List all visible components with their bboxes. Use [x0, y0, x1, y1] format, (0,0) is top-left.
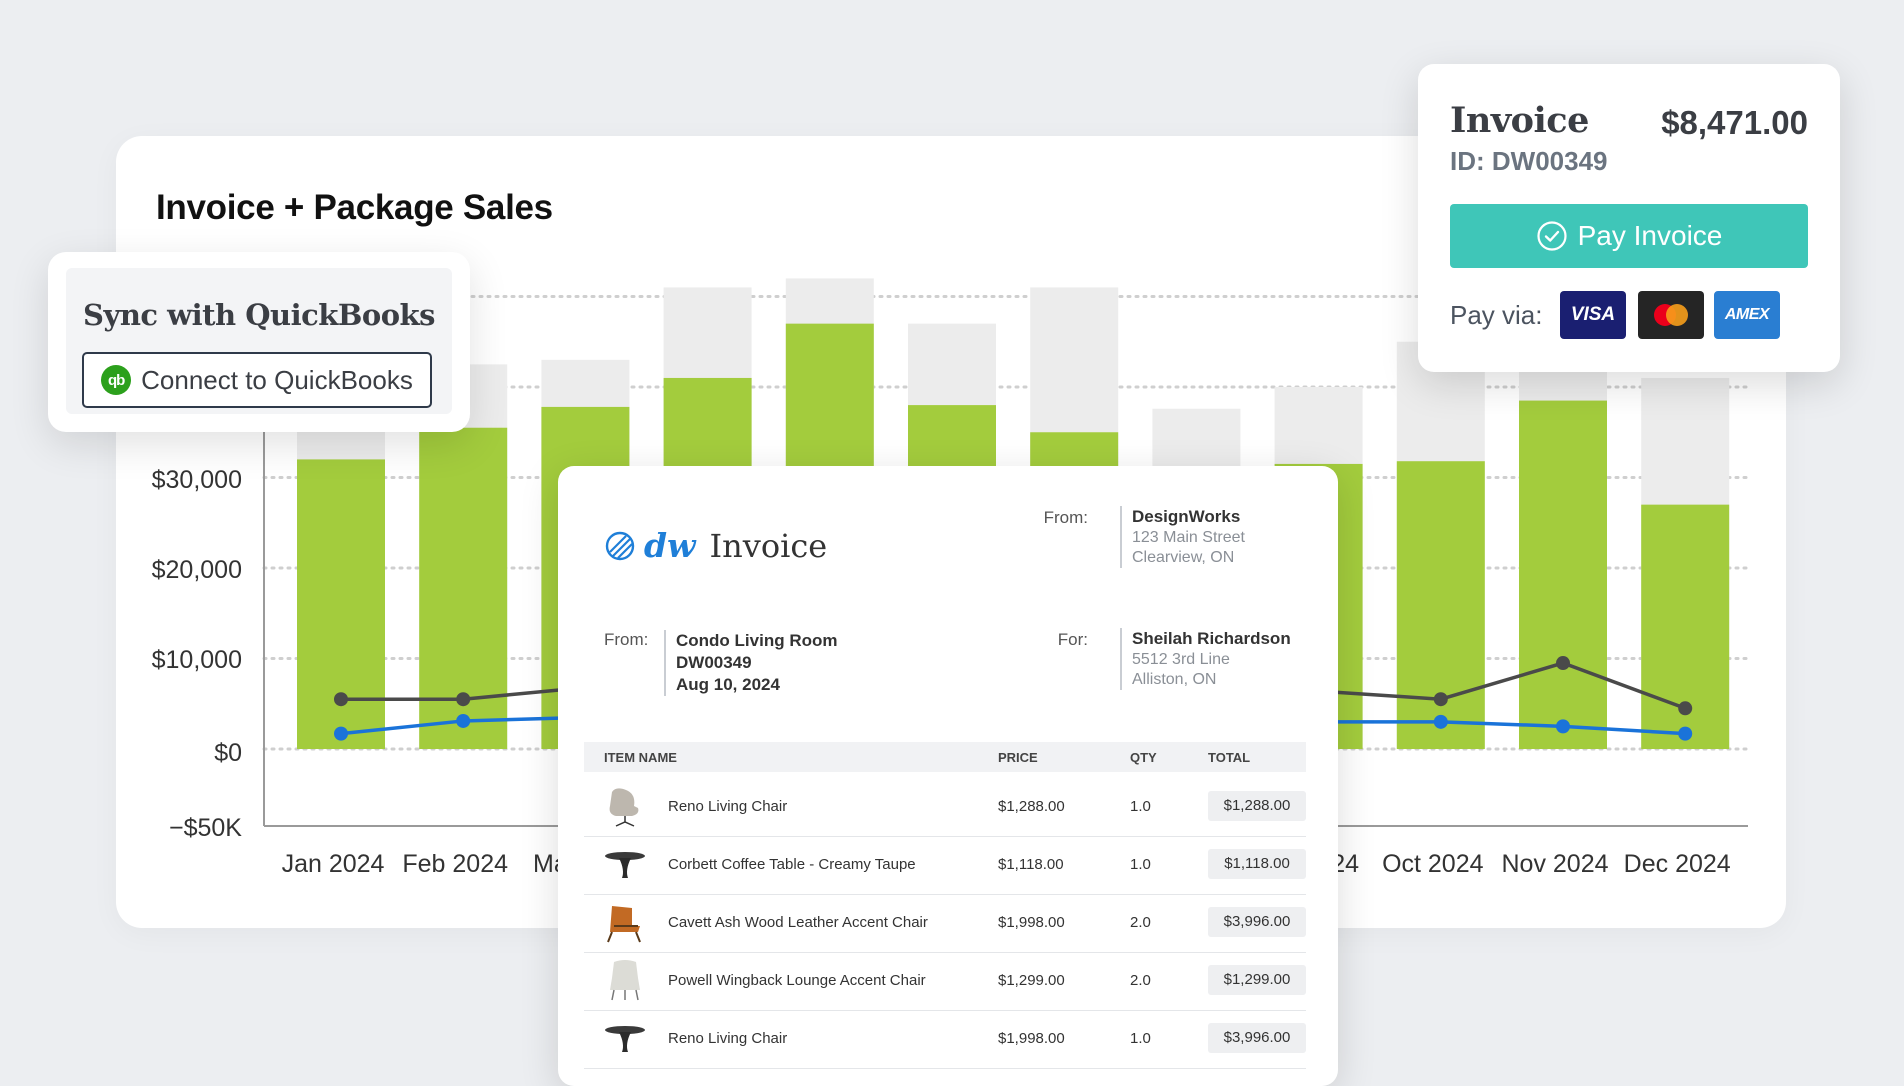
- invoice-id: ID: DW00349: [1450, 146, 1608, 176]
- item-name: Reno Living Chair: [668, 798, 788, 815]
- chart-bar-sales: [1519, 400, 1607, 749]
- quickbooks-logo-icon: qb: [101, 365, 132, 395]
- item-qty: 2.0: [1130, 914, 1151, 931]
- item-name: Corbett Coffee Table - Creamy Taupe: [668, 856, 916, 873]
- x-tick-label: Dec 2024: [1624, 850, 1731, 878]
- dw-logo-text: dw: [644, 526, 696, 565]
- chart-point-dark: [1433, 692, 1448, 707]
- company-from-label: From:: [1043, 508, 1088, 527]
- chair-icon: [609, 788, 639, 827]
- company-address-line1: 123 Main Street: [1132, 529, 1245, 546]
- quickbooks-title: Sync with QuickBooks: [83, 298, 435, 332]
- y-tick-label: −$50K: [169, 814, 242, 842]
- quickbooks-panel: Sync with QuickBooks qb Connect to Quick…: [66, 268, 452, 414]
- pay-invoice-label: Pay Invoice: [1577, 220, 1723, 251]
- item-total: $3,996.00: [1208, 907, 1306, 937]
- table-row[interactable]: Corbett Coffee Table - Creamy Taupe $1,1…: [584, 836, 1306, 895]
- table-row[interactable]: Reno Living Chair $1,288.00 1.0 $1,288.0…: [584, 778, 1306, 837]
- chart-point-dark: [1556, 656, 1570, 671]
- item-name: Reno Living Chair: [668, 1030, 788, 1047]
- item-total: $1,299.00: [1208, 965, 1306, 995]
- item-qty: 1.0: [1130, 856, 1151, 873]
- item-qty: 2.0: [1130, 972, 1151, 989]
- chart-point-blue: [1556, 719, 1570, 734]
- col-total: TOTAL: [1208, 750, 1251, 765]
- item-price: $1,998.00: [998, 1030, 1065, 1047]
- chart-point-blue: [334, 726, 348, 741]
- y-tick-label: $10,000: [152, 646, 242, 674]
- client-address-line1: 5512 3rd Line: [1132, 651, 1230, 668]
- col-item-name: ITEM NAME: [604, 750, 677, 765]
- col-qty: QTY: [1130, 750, 1157, 765]
- amex-icon[interactable]: AMEX: [1714, 291, 1780, 339]
- chart-point-dark: [334, 692, 348, 707]
- item-price: $1,118.00: [998, 856, 1064, 873]
- col-price: PRICE: [998, 750, 1038, 765]
- company-name: DesignWorks: [1132, 507, 1241, 526]
- items-table-header: ITEM NAME PRICE QTY TOTAL: [584, 742, 1306, 772]
- connect-quickbooks-button[interactable]: qb Connect to QuickBooks: [82, 352, 432, 408]
- chart-point-dark: [456, 692, 471, 707]
- table-row[interactable]: Cavett Ash Wood Leather Accent Chair $1,…: [584, 894, 1306, 953]
- pay-via-label: Pay via:: [1450, 300, 1543, 330]
- project-date: Aug 10, 2024: [676, 675, 780, 694]
- chart-point-dark: [1678, 701, 1693, 716]
- invoice-heading: Invoice: [709, 526, 828, 565]
- y-tick-label: $0: [214, 739, 242, 767]
- y-tick-label: $30,000: [152, 466, 242, 494]
- chart-point-blue: [1433, 714, 1448, 729]
- y-tick-label: $20,000: [152, 556, 242, 584]
- x-tick-label: Feb 2024: [402, 850, 508, 878]
- chart-point-blue: [456, 713, 471, 728]
- quickbooks-card: Sync with QuickBooks qb Connect to Quick…: [48, 252, 470, 432]
- item-name: Powell Wingback Lounge Accent Chair: [668, 972, 926, 989]
- client-block: Sheilah Richardson 5512 3rd Line Allisto…: [1120, 628, 1291, 690]
- pay-invoice-card: Invoice $8,471.00 ID: DW00349 Pay Invoic…: [1418, 64, 1840, 372]
- invoice-document: dw Invoice From: DesignWorks 123 Main St…: [558, 466, 1338, 1086]
- project-block: Condo Living Room DW00349 Aug 10, 2024: [664, 630, 837, 696]
- client-address-line2: Alliston, ON: [1132, 671, 1217, 688]
- x-tick-label: Jan 2024: [282, 850, 385, 878]
- item-price: $1,288.00: [998, 798, 1065, 815]
- item-qty: 1.0: [1130, 798, 1151, 815]
- item-name: Cavett Ash Wood Leather Accent Chair: [668, 914, 928, 931]
- mastercard-icon[interactable]: [1638, 291, 1704, 339]
- invoice-brand: dw Invoice: [604, 526, 827, 565]
- pay-invoice-button[interactable]: Pay Invoice: [1450, 204, 1808, 268]
- table-row[interactable]: Powell Wingback Lounge Accent Chair $1,2…: [584, 952, 1306, 1011]
- project-name: Condo Living Room: [676, 631, 838, 650]
- pay-card-title: Invoice: [1450, 100, 1589, 141]
- dw-logo-icon: [605, 531, 635, 560]
- table-icon: [605, 852, 645, 878]
- x-tick-label: Nov 2024: [1501, 850, 1608, 878]
- company-address-line2: Clearview, ON: [1132, 549, 1235, 566]
- project-from-label: From:: [604, 630, 649, 649]
- project-id: DW00349: [676, 653, 752, 672]
- leather-chair-icon: [607, 906, 641, 943]
- chart-point-blue: [1678, 726, 1693, 741]
- connect-quickbooks-label: Connect to QuickBooks: [141, 364, 413, 395]
- invoice-amount: $8,471.00: [1661, 104, 1808, 141]
- wingback-chair-icon: [610, 960, 640, 1001]
- table-icon: [605, 1026, 645, 1052]
- item-price: $1,299.00: [998, 972, 1065, 989]
- x-tick-label: Oct 2024: [1382, 850, 1484, 878]
- company-block: DesignWorks 123 Main Street Clearview, O…: [1120, 506, 1245, 568]
- table-row[interactable]: Reno Living Chair $1,998.00 1.0 $3,996.0…: [584, 1010, 1306, 1069]
- check-circle-icon: [1537, 221, 1567, 251]
- item-total: $3,996.00: [1208, 1023, 1306, 1053]
- for-label: For:: [1057, 630, 1088, 649]
- client-name: Sheilah Richardson: [1132, 629, 1291, 648]
- chart-title: Invoice + Package Sales: [156, 188, 553, 227]
- visa-icon[interactable]: VISA: [1560, 291, 1626, 339]
- item-price: $1,998.00: [998, 914, 1065, 931]
- item-qty: 1.0: [1130, 1030, 1151, 1047]
- item-total: $1,288.00: [1208, 791, 1306, 821]
- item-total: $1,118.00: [1208, 849, 1306, 879]
